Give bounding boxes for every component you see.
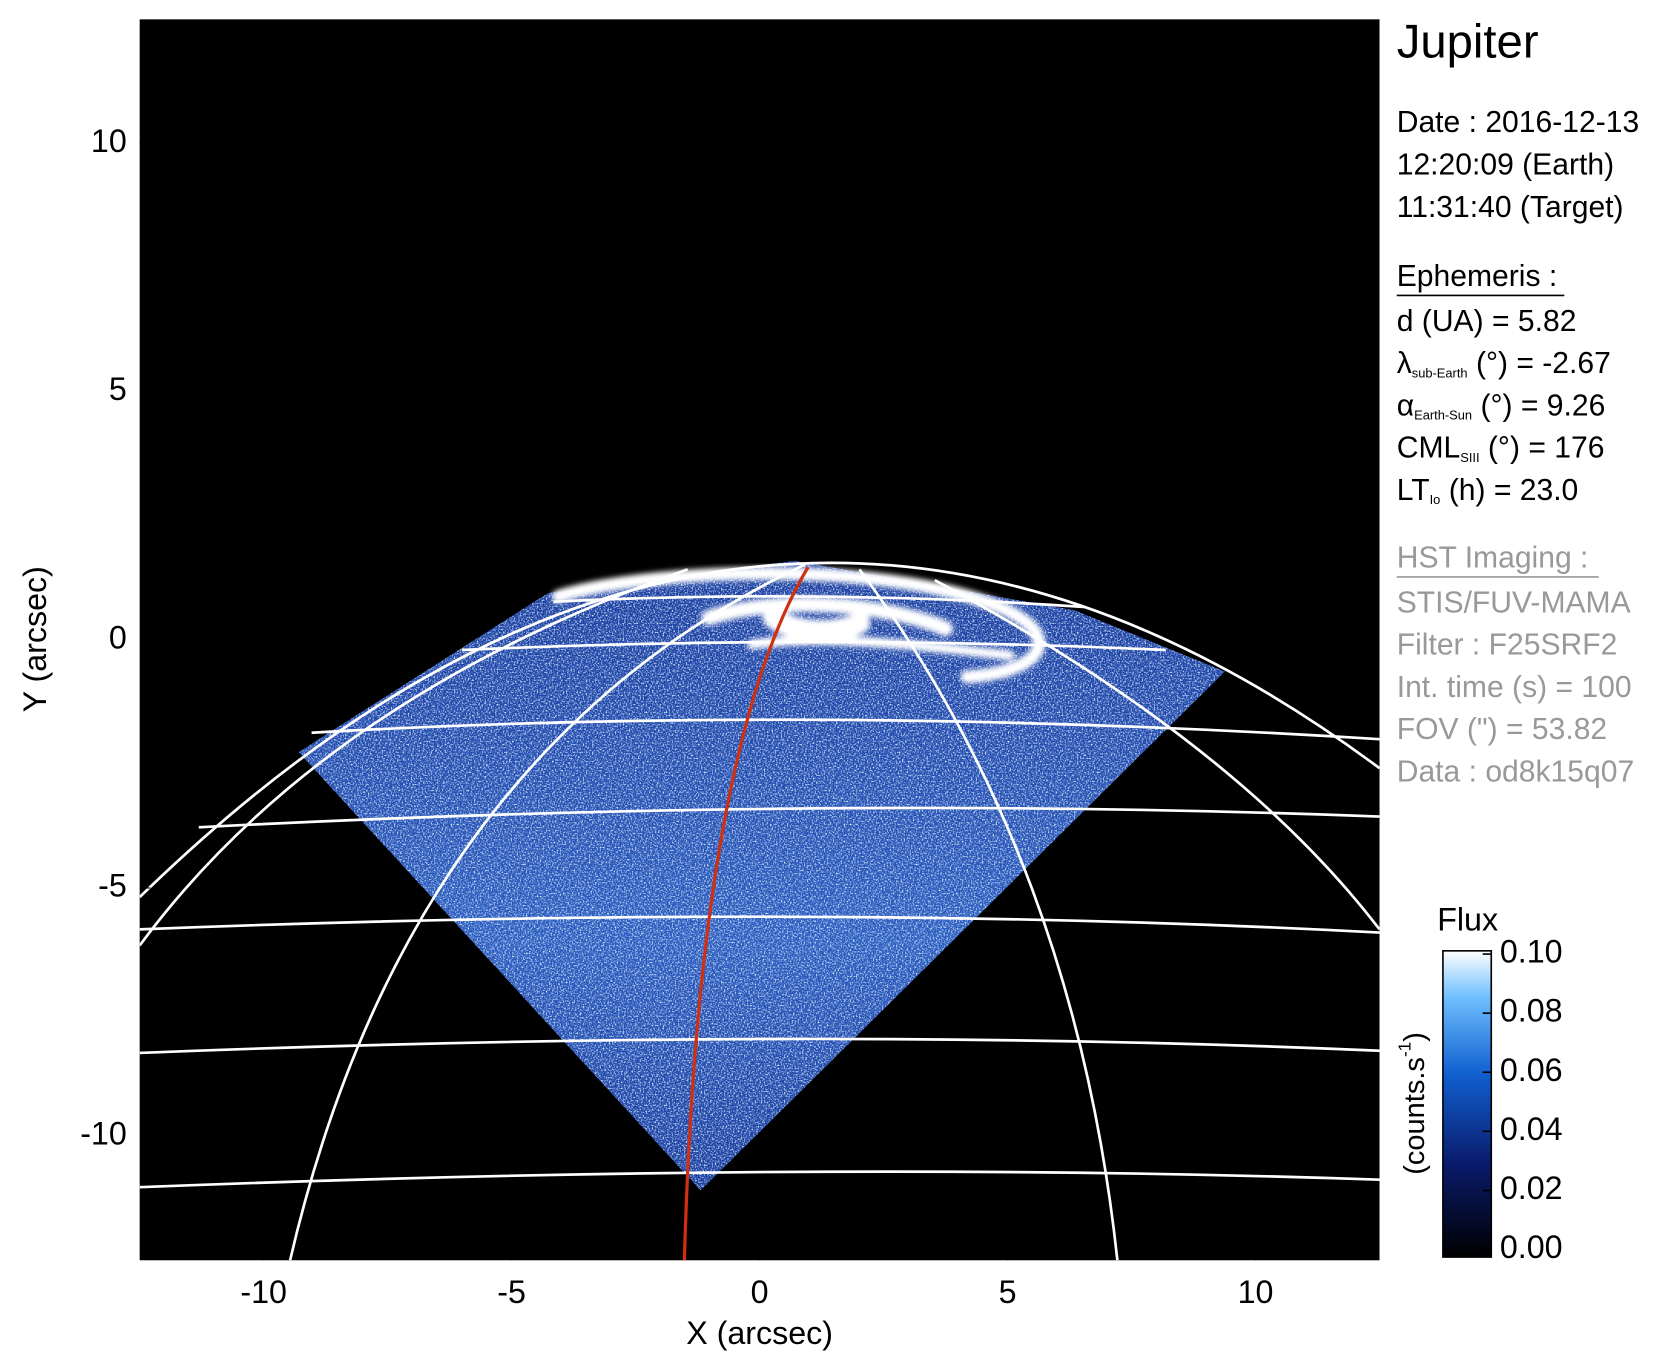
x-tick-label: 0 — [751, 1274, 769, 1310]
ephemeris-sub: sub-Earth — [1412, 365, 1468, 380]
ephemeris-value: (°) = 9.26 — [1472, 389, 1605, 422]
colorbar-tick-label: 0.10 — [1500, 934, 1563, 970]
imaging-line: Int. time (s) = 100 — [1397, 671, 1632, 704]
chart-title: Jupiter — [1397, 16, 1539, 69]
ephemeris-symbol: λ — [1397, 347, 1412, 380]
date-line: Date : 2016-12-13 — [1397, 106, 1639, 139]
reference-meridian — [682, 566, 810, 1261]
figure: X (arcsec) Y (arcsec) Jupiter Flux -10 -5… — [17, 16, 1639, 1351]
x-axis-label: X (arcsec) — [686, 1315, 833, 1351]
ephemeris-row: LTIo (h) = 23.0 — [1397, 474, 1579, 507]
ephemeris-symbol: CML — [1397, 432, 1461, 465]
ephemeris-sub: Earth-Sun — [1414, 408, 1472, 423]
ephemeris-value: (°) = -2.67 — [1468, 347, 1611, 380]
x-tick-label: 10 — [1238, 1274, 1274, 1310]
ephemeris-sub: Io — [1430, 492, 1441, 507]
ephemeris-row: αEarth-Sun (°) = 9.26 — [1397, 389, 1606, 422]
colorbar-unit: (counts.s-1) — [1394, 1032, 1431, 1175]
imaging-line: Filter : F25SRF2 — [1397, 629, 1618, 662]
y-axis-label: Y (arcsec) — [17, 566, 53, 712]
x-tick-label: 5 — [999, 1274, 1017, 1310]
colorbar-unit-sup: -1 — [1394, 1042, 1414, 1057]
colorbar-tick-label: 0.08 — [1500, 993, 1563, 1029]
image-layer — [139, 560, 1380, 1261]
colorbar-tick-label: 0.06 — [1500, 1052, 1563, 1088]
y-tick-label: 0 — [109, 619, 127, 655]
y-tick-label: 10 — [91, 123, 127, 159]
ephemeris-value: (°) = 176 — [1480, 432, 1605, 465]
ephemeris-row: CMLSIII (°) = 176 — [1397, 432, 1605, 465]
colorbar-unit-text: (counts.s — [1399, 1057, 1431, 1175]
y-tick-label: -5 — [98, 868, 127, 904]
y-tick-label: -10 — [80, 1116, 127, 1152]
colorbar-tick-label: 0.02 — [1500, 1170, 1563, 1206]
ephemeris-row: λsub-Earth (°) = -2.67 — [1397, 347, 1611, 380]
colorbar-tick-label: 0.04 — [1500, 1111, 1563, 1147]
ephemeris-symbol: α — [1397, 389, 1414, 422]
ephemeris-symbol: LT — [1397, 474, 1430, 507]
ephemeris-value: = 5.82 — [1484, 305, 1577, 338]
imaging-line: FOV (") = 53.82 — [1397, 713, 1607, 746]
planet-grid — [139, 561, 1380, 1261]
x-tick-label: -10 — [240, 1274, 287, 1310]
colorbar — [1442, 950, 1493, 1258]
emission-noise — [298, 560, 1225, 1191]
ephemeris-sub: SIII — [1460, 450, 1479, 465]
ephemeris-symbol: d (UA) — [1397, 305, 1484, 338]
x-tick-label: -5 — [497, 1274, 526, 1310]
colorbar-tick-label: 0.00 — [1500, 1229, 1563, 1265]
colorbar-label: Flux — [1437, 901, 1498, 937]
colorbar-unit-close: ) — [1399, 1032, 1431, 1042]
ephemeris-row: d (UA) = 5.82 — [1397, 305, 1577, 338]
ephemeris-value: (h) = 23.0 — [1440, 474, 1578, 507]
y-tick-label: 5 — [109, 371, 127, 407]
imaging-line: STIS/FUV-MAMA — [1397, 586, 1631, 619]
ephemeris-title: Ephemeris : — [1397, 260, 1557, 293]
imaging-line: Data : od8k15q07 — [1397, 755, 1634, 788]
date-line: 11:31:40 (Target) — [1397, 191, 1624, 224]
aurora — [552, 567, 1046, 684]
date-line: 12:20:09 (Earth) — [1397, 149, 1614, 182]
imaging-title: HST Imaging : — [1397, 541, 1589, 574]
